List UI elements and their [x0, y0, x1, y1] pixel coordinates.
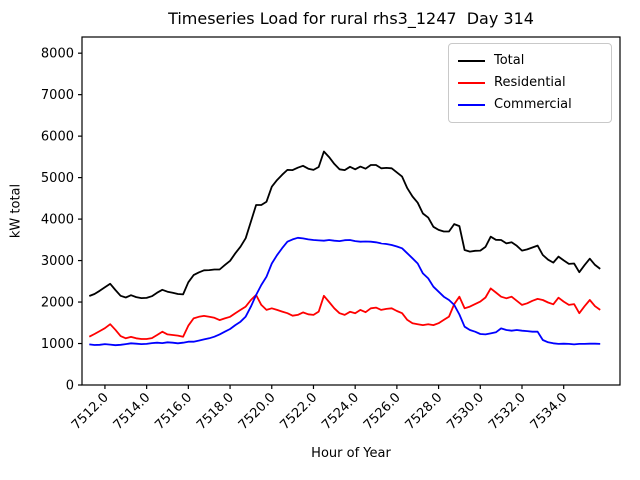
- y-tick-label: 1000: [41, 337, 74, 352]
- x-axis-label: Hour of Year: [311, 446, 391, 461]
- y-axis-label: kW total: [8, 183, 24, 239]
- x-tick-label: 7520.0: [236, 390, 279, 433]
- plot-frame: [81, 36, 621, 386]
- y-tick-label: 5000: [41, 171, 74, 186]
- series-commercial-line: [89, 236, 601, 347]
- legend-label-residential: Residential: [494, 75, 566, 90]
- y-tick-label: 2000: [41, 296, 74, 311]
- y-tick-label: 6000: [41, 130, 74, 145]
- legend-item-total: Total: [458, 50, 603, 72]
- chart-title: Timeseries Load for rural rhs3_1247 Day …: [168, 9, 534, 28]
- x-tick-label: 7514.0: [111, 390, 154, 433]
- residential-line-swatch: [458, 82, 485, 84]
- series-residential-line: [88, 287, 601, 340]
- x-tick-label: 7528.0: [403, 390, 446, 433]
- series-total-line: [88, 150, 601, 299]
- y-tick-label: 0: [66, 379, 74, 394]
- legend-item-commercial: Commercial: [458, 94, 603, 116]
- x-tick-label: 7532.0: [486, 390, 529, 433]
- x-tick-label: 7516.0: [152, 390, 195, 433]
- x-tick-label: 7518.0: [194, 390, 237, 433]
- y-tick-label: 3000: [41, 254, 74, 269]
- x-tick-label: 7526.0: [361, 390, 404, 433]
- commercial-line-swatch: [458, 104, 485, 106]
- total-line-swatch: [458, 60, 485, 62]
- legend-label-commercial: Commercial: [494, 97, 572, 112]
- legend-label-total: Total: [494, 53, 525, 68]
- y-tick-label: 7000: [41, 88, 74, 103]
- x-tick-label: 7524.0: [319, 390, 362, 433]
- x-tick-label: 7512.0: [69, 390, 112, 433]
- y-tick-label: 4000: [41, 213, 74, 228]
- legend: Total Residential Commercial: [448, 43, 612, 123]
- x-tick-label: 7534.0: [528, 390, 571, 433]
- legend-item-residential: Residential: [458, 72, 603, 94]
- y-tick-label: 8000: [41, 47, 74, 62]
- x-tick-label: 7522.0: [278, 390, 321, 433]
- x-tick-label: 7530.0: [444, 390, 487, 433]
